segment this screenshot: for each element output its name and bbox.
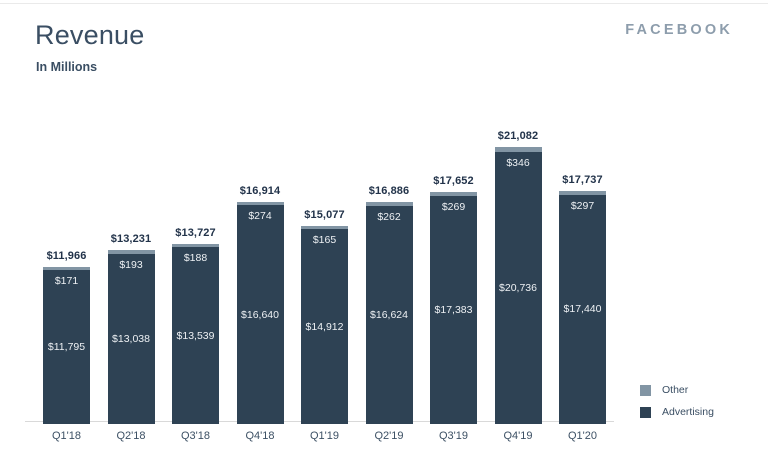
bar-total-label: $11,966 [46,249,87,262]
bar-segment-other [43,266,90,271]
segment-label-advertising: $16,640 [241,308,279,321]
segment-label-advertising: $11,795 [47,341,86,354]
segment-label-other: $193 [119,258,143,271]
segment-label-other: $269 [441,200,466,213]
bar-total-label: $16,886 [368,185,410,198]
bar-total-label: $13,231 [110,233,152,246]
bar-total-label: $15,077 [304,208,345,221]
bar-segment-other [559,190,606,195]
segment-label-advertising: $14,912 [305,320,344,333]
segment-label-other: $262 [377,210,401,223]
segment-label-other: $165 [312,234,337,247]
segment-label-advertising: $20,736 [499,281,537,294]
bar-stack-q3-19: $269 $17,383 [430,192,477,424]
segment-label-other: $188 [183,252,208,265]
segment-label-advertising: $17,440 [563,303,602,316]
segment-label-other: $171 [54,275,79,288]
x-axis-label: Q4'19 [503,430,533,442]
other-swatch-icon [640,384,651,396]
bar-total-label: $16,914 [239,184,281,197]
facebook-logo: FACEBOOK [625,22,733,38]
bar-segment-other [494,147,542,152]
bar-stack-q2-19: $262 $16,624 [365,202,413,424]
bar-stack-q4-19: $346 $20,736 [494,147,542,424]
x-axis-label: Q1'19 [309,430,339,442]
segment-label-advertising: $13,038 [112,332,150,345]
x-axis-label: Q1'20 [567,430,597,442]
bar-total-label: $13,727 [175,226,216,239]
bar-segment-other [236,201,284,206]
segment-label-advertising: $16,624 [370,308,408,321]
segment-label-other: $274 [248,210,272,223]
bar-segment-other [107,250,155,254]
bar-stack-q1-20: $297 $17,440 [559,190,606,424]
bar-stack-q1-19: $165 $14,912 [301,225,348,424]
segment-label-advertising: $13,539 [176,329,215,342]
bar-total-label: $17,652 [433,175,474,188]
legend-label-advertising: Advertising [662,406,714,418]
bar-total-label: $17,737 [562,173,603,186]
x-axis-label: Q1'18 [51,430,81,442]
segment-label-advertising: $17,383 [434,303,473,316]
bar-stack-q4-18: $274 $16,640 [236,201,284,424]
x-axis-label: Q3'19 [438,430,468,442]
bar-stack-q2-18: $193 $13,038 [107,250,155,424]
legend-item-other: Other [640,384,714,396]
bar-stack-q1-18: $171 $11,795 [43,266,90,424]
bar-stack-q3-18: $188 $13,539 [172,243,219,424]
bar-segment-other [172,243,219,248]
x-axis-label: Q3'18 [180,430,210,442]
segment-label-other: $297 [570,199,595,212]
x-axis-label: Q2'18 [116,430,146,442]
advertising-swatch-icon [640,406,651,418]
segment-label-other: $346 [506,156,530,169]
page-title: Revenue [35,20,145,50]
top-divider [0,3,768,4]
legend-item-advertising: Advertising [640,406,714,418]
bar-segment-other [301,225,348,230]
bar-segment-other [365,202,413,206]
bar-segment-other [430,192,477,196]
page-subtitle: In Millions [36,60,98,74]
x-axis-label: Q2'19 [374,430,404,442]
bar-total-label: $21,082 [497,130,539,142]
legend-label-other: Other [662,384,689,396]
chart-legend: Other Advertising [640,384,714,428]
x-axis-label: Q4'18 [245,430,275,442]
